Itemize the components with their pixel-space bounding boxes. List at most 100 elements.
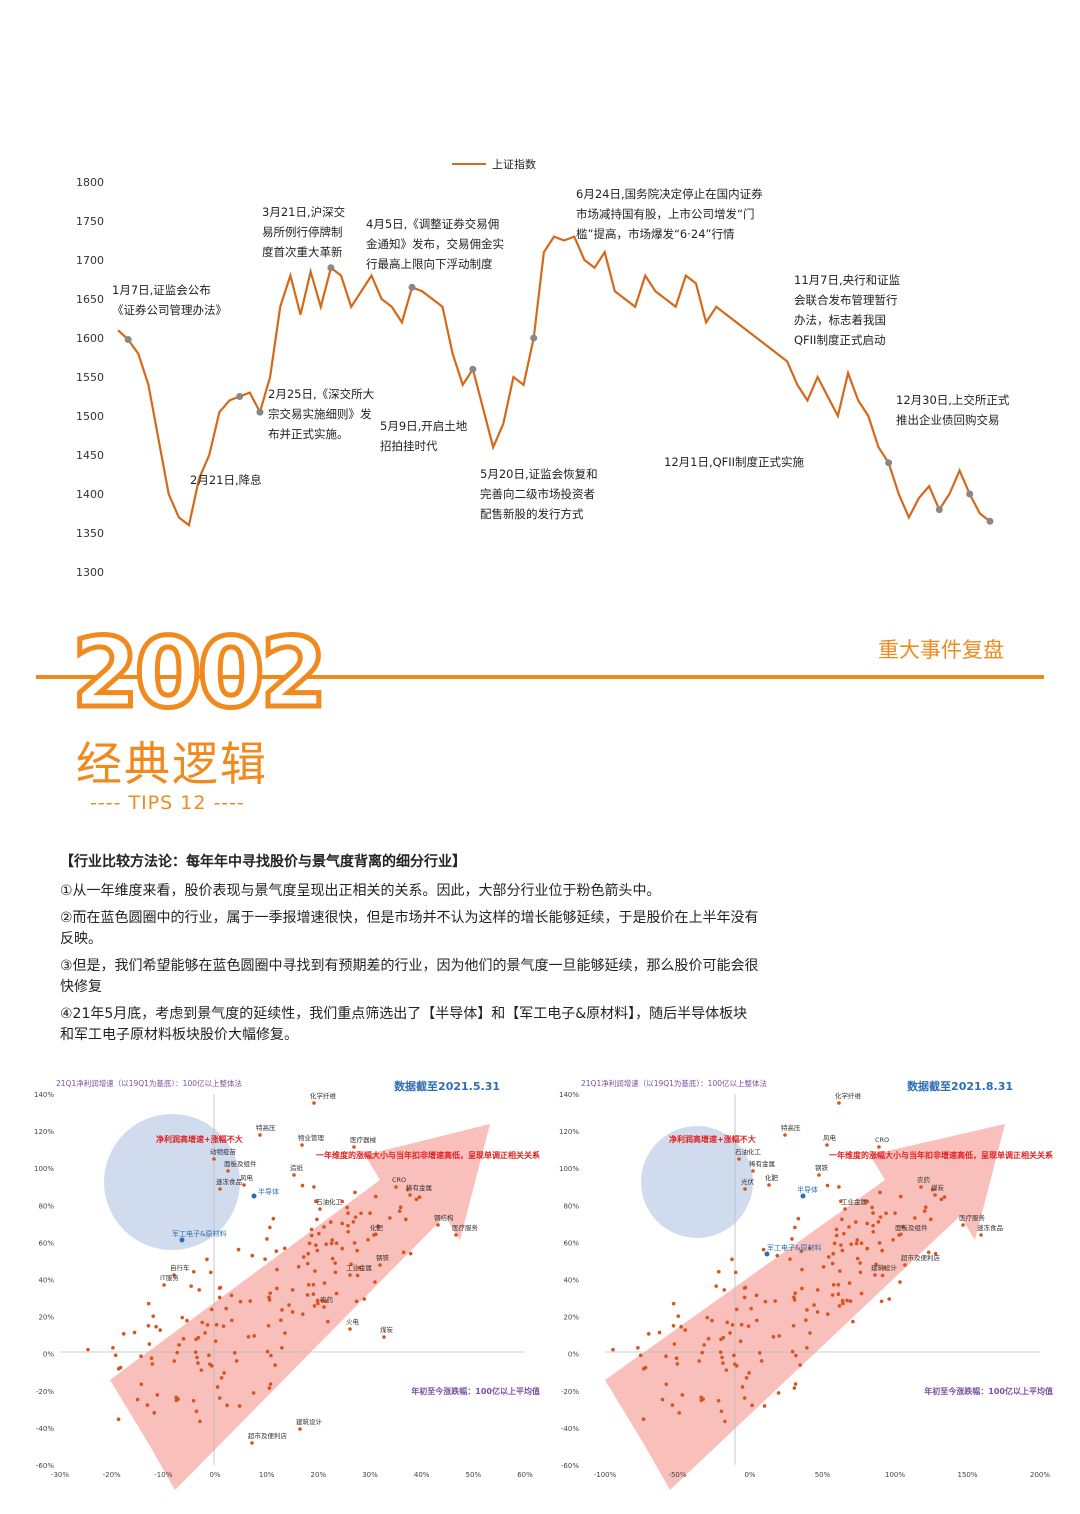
industry-point: [195, 1355, 199, 1360]
industry-point: [839, 1243, 843, 1247]
circle-label: 净利润高增速+涨幅不大: [156, 1134, 243, 1144]
y-tick: 140%: [34, 1091, 54, 1099]
x-tick: 0%: [209, 1471, 220, 1479]
industry-point: [172, 1359, 177, 1363]
industry-point: [414, 1197, 419, 1202]
industry-point: [877, 1241, 882, 1245]
point-3: ③但是，我们希望能够在蓝色圆圈中寻找到有预期差的行业，因为他们的景气度一旦能够延…: [60, 958, 759, 995]
industry-point: [800, 1286, 804, 1291]
industry-point: [250, 1253, 255, 1258]
industry-point: [326, 1319, 330, 1324]
labeled-point: [226, 1169, 230, 1173]
labeled-point: [318, 1207, 322, 1211]
industry-point: [345, 1205, 349, 1210]
industry-label: 化肥: [765, 1173, 779, 1182]
industry-point: [217, 1286, 222, 1290]
circle-label: 净利润高增速+涨幅不大: [669, 1134, 756, 1144]
industry-point: [775, 1253, 780, 1258]
industry-point: [733, 1362, 737, 1366]
y-tick-label: 1400: [76, 488, 104, 501]
point-military-electronics: [764, 1251, 770, 1257]
industry-point: [732, 1353, 736, 1358]
industry-point: [328, 1220, 333, 1224]
industry-point: [879, 1299, 884, 1304]
industry-point: [121, 1332, 126, 1336]
annotation-jan7: 1月7日,证监会公布 《证券公司管理办法》: [112, 283, 227, 317]
industry-point: [831, 1283, 836, 1287]
y-tick: 120%: [34, 1128, 54, 1136]
industry-point: [762, 1404, 767, 1408]
industry-point: [359, 1211, 363, 1216]
industry-point: [290, 1288, 295, 1292]
industry-point: [252, 1334, 257, 1338]
labeled-point: [897, 1233, 901, 1237]
industry-point: [839, 1199, 843, 1204]
industry-point: [716, 1269, 721, 1274]
industry-label: 钢结构: [434, 1213, 454, 1222]
industry-point: [315, 1217, 319, 1222]
industry-point: [217, 1295, 222, 1300]
industry-point: [323, 1299, 328, 1304]
industry-point: [301, 1255, 306, 1259]
industry-point: [699, 1398, 704, 1403]
y-tick: 20%: [563, 1314, 579, 1322]
industry-point: [149, 1356, 154, 1360]
industry-point: [265, 1237, 269, 1241]
industry-point: [733, 1270, 738, 1275]
industry-point: [152, 1411, 157, 1415]
industry-point: [675, 1362, 680, 1366]
industry-point: [744, 1376, 749, 1380]
industry-label: 特高压: [256, 1123, 276, 1132]
industry-point: [716, 1398, 721, 1403]
industry-point: [322, 1281, 327, 1285]
labeled-point: [877, 1145, 881, 1149]
annotation-feb25: 2月25日,《深交所大 宗交易实施细则》发 布并正式实施。: [268, 387, 375, 441]
industry-point: [791, 1323, 796, 1328]
industry-point: [697, 1359, 702, 1363]
labeled-point: [382, 1335, 386, 1339]
industry-point: [641, 1417, 646, 1422]
industry-point: [191, 1398, 196, 1403]
industry-point: [719, 1409, 724, 1414]
industry-point: [274, 1249, 279, 1253]
industry-point: [680, 1393, 685, 1397]
industry-point: [333, 1261, 337, 1265]
industry-label: 建筑设计: [296, 1417, 323, 1426]
industry-point: [346, 1229, 351, 1234]
industry-label: 化学纤维: [835, 1091, 862, 1100]
industry-point: [217, 1396, 222, 1400]
industry-point: [357, 1266, 362, 1270]
industry-label: CRO: [392, 1176, 406, 1184]
industry-point: [878, 1190, 882, 1195]
industry-point: [320, 1298, 324, 1303]
industry-point: [832, 1241, 837, 1246]
industry-point: [792, 1298, 797, 1302]
labeled-point: [817, 1173, 821, 1177]
industry-point: [177, 1343, 181, 1347]
industry-point: [891, 1237, 895, 1242]
y-tick: 40%: [38, 1277, 54, 1285]
industry-point: [200, 1320, 205, 1325]
industry-point: [366, 1237, 370, 1242]
industry-point: [679, 1324, 683, 1329]
industry-point: [209, 1307, 214, 1312]
point-2: ②而在蓝色圆圈中的行业，属于一季报增速很快，但是市场并不认为这样的增长能够延续，…: [60, 910, 759, 947]
industry-label: 风电: [823, 1133, 837, 1142]
x-tick: 20%: [311, 1471, 327, 1479]
y-tick: 0%: [568, 1351, 579, 1359]
industry-point: [840, 1248, 845, 1253]
industry-point: [942, 1195, 947, 1199]
industry-point: [788, 1257, 792, 1261]
ylabel: 21Q1净利润增速（以19Q1为基底）：100亿以上整体法: [581, 1078, 768, 1088]
y-tick-label: 1350: [76, 527, 104, 540]
industry-point: [807, 1246, 812, 1251]
industry-point: [826, 1255, 831, 1259]
industry-point: [724, 1368, 729, 1372]
industry-point: [847, 1281, 852, 1285]
industry-point: [251, 1391, 256, 1395]
event-dot: [256, 408, 264, 416]
chart-legend: 上证指数: [452, 156, 536, 172]
industry-point: [194, 1409, 199, 1414]
industry-point: [776, 1391, 781, 1395]
industry-point: [874, 1262, 878, 1267]
